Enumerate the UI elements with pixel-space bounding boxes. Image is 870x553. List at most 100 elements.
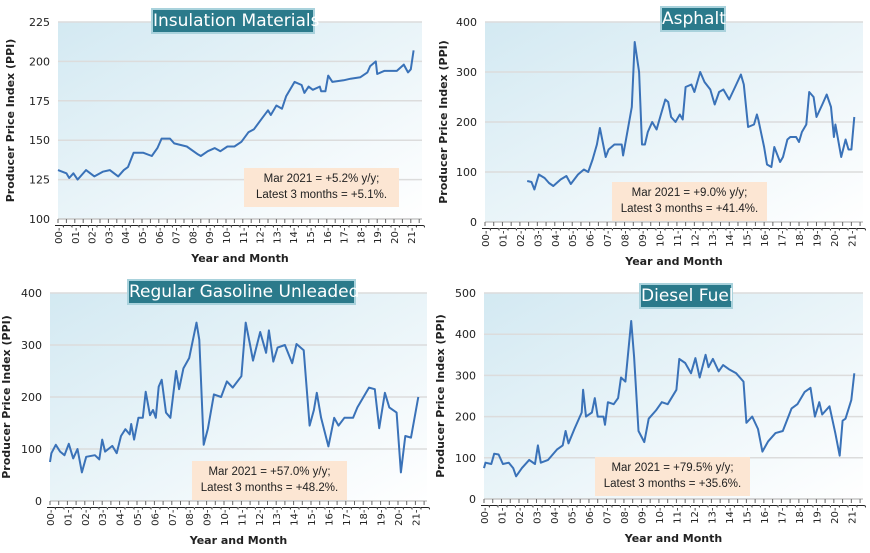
x-tick-label: 07-J <box>603 227 614 247</box>
y-tick-label: 0 <box>469 493 476 506</box>
x-tick-label: J <box>821 227 832 231</box>
x-tick-label: 16-J <box>760 504 771 524</box>
x-tick-label: 21-J <box>407 224 418 244</box>
x-tick-label: J <box>281 224 292 228</box>
x-tick-label: 17-J <box>342 506 353 526</box>
x-tick-label: J <box>229 506 240 510</box>
x-tick-label: 12-J <box>256 224 267 244</box>
annotation-asphalt: Mar 2021 = +9.0% y/y; Latest 3 months = … <box>612 182 767 221</box>
x-tick-label: J <box>542 227 553 231</box>
x-tick-label: J <box>839 227 850 231</box>
x-tick-label: J <box>699 227 710 231</box>
y-tick-label: 100 <box>456 166 477 179</box>
x-tick-label: J <box>839 504 850 508</box>
x-tick-label: 20-J <box>830 227 841 247</box>
annotation-line: Latest 3 months = +41.4%. <box>620 203 759 215</box>
annotation-line: Mar 2021 = +5.2% y/y; <box>263 173 380 185</box>
x-tick-label: J <box>751 227 762 231</box>
x-tick-label: J <box>541 504 552 508</box>
x-tick-label: J <box>197 224 208 228</box>
x-tick-label: 15-J <box>742 504 753 524</box>
x-tick-label: 00-J <box>46 506 57 526</box>
x-tick-label: J <box>856 504 867 508</box>
x-tick-label: 06-J <box>150 506 161 526</box>
x-tick-label: 16-J <box>323 224 334 244</box>
x-tick-label: J <box>716 504 727 508</box>
x-tick-label: J <box>629 227 640 231</box>
x-axis-label: Year and Month <box>190 252 288 265</box>
y-tick-label: 0 <box>35 495 42 508</box>
x-tick-label: J <box>489 504 500 508</box>
x-tick-label: J <box>682 227 693 231</box>
x-tick-label: J <box>769 504 780 508</box>
x-tick-label: J <box>113 224 124 228</box>
x-tick-label: 21-J <box>847 227 858 247</box>
x-tick-label: 16-J <box>324 506 335 526</box>
x-tick-label: 10-J <box>220 506 231 526</box>
x-tick-label: 17-J <box>777 504 788 524</box>
x-tick-label: J <box>62 224 73 228</box>
x-tick-label: 01-J <box>63 506 74 526</box>
x-tick-label: J <box>769 227 780 231</box>
x-tick-label: 09-J <box>637 504 648 524</box>
x-tick-label: 01-J <box>497 504 508 524</box>
x-tick-label: J <box>507 227 518 231</box>
x-tick-label: J <box>246 506 257 510</box>
x-tick-label: J <box>107 506 118 510</box>
x-tick-label: 20-J <box>394 506 405 526</box>
y-tick-label: 400 <box>456 16 477 29</box>
x-tick-label: 02-J <box>516 227 527 247</box>
annotation-line: Latest 3 months = +35.6%. <box>603 478 742 490</box>
x-tick-label: J <box>856 227 867 231</box>
y-tick-label: 125 <box>29 174 50 187</box>
y-tick-label: 0 <box>470 216 477 229</box>
x-tick-label: 13-J <box>272 506 283 526</box>
x-tick-label: 07-J <box>168 506 179 526</box>
x-tick-label: 17-J <box>340 224 351 244</box>
x-tick-label: J <box>194 506 205 510</box>
x-tick-label: J <box>96 224 107 228</box>
x-tick-label: J <box>681 504 692 508</box>
x-tick-label: 13-J <box>708 227 719 247</box>
x-tick-label: 06-J <box>586 227 597 247</box>
y-tick-label: 200 <box>456 116 477 129</box>
x-tick-label: 13-J <box>272 224 283 244</box>
x-tick-label: J <box>382 224 393 228</box>
x-tick-label: J <box>629 504 640 508</box>
x-tick-label: 04-J <box>550 504 561 524</box>
x-tick-label: 02-J <box>81 506 92 526</box>
y-tick-label: 100 <box>29 213 50 226</box>
x-tick-label: 10-J <box>655 504 666 524</box>
x-tick-label: 02-J <box>88 224 99 244</box>
x-tick-label: J <box>647 227 658 231</box>
x-tick-label: 12-J <box>690 227 701 247</box>
x-tick-label: 17-J <box>778 227 789 247</box>
x-tick-label: 00-J <box>481 227 492 247</box>
x-tick-label: 08-J <box>620 504 631 524</box>
x-tick-label: J <box>72 506 83 510</box>
annotation-line: Mar 2021 = +57.0% y/y; <box>208 466 331 478</box>
x-tick-label: J <box>230 224 241 228</box>
x-tick-label: 12-J <box>255 506 266 526</box>
x-tick-label: J <box>351 506 362 510</box>
x-tick-label: 00-J <box>54 224 65 244</box>
y-tick-label: 200 <box>29 55 50 68</box>
y-tick-label: 150 <box>29 134 50 147</box>
x-tick-label: J <box>646 504 657 508</box>
x-tick-label: J <box>398 224 409 228</box>
x-tick-label: J <box>664 227 675 231</box>
x-tick-label: J <box>420 506 431 510</box>
x-tick-label: 05-J <box>568 227 579 247</box>
x-tick-label: 08-J <box>185 506 196 526</box>
x-tick-label: J <box>163 224 174 228</box>
x-tick-label: 11-J <box>239 224 250 244</box>
x-tick-label: J <box>734 504 745 508</box>
annotation-line: Latest 3 months = +5.1%. <box>255 189 388 201</box>
x-tick-label: 04-J <box>551 227 562 247</box>
x-tick-label: 18-J <box>795 504 806 524</box>
x-tick-label: J <box>180 224 191 228</box>
x-tick-label: J <box>90 506 101 510</box>
annotation-line: Mar 2021 = +9.0% y/y; <box>631 187 748 199</box>
y-tick-label: 100 <box>455 452 476 465</box>
